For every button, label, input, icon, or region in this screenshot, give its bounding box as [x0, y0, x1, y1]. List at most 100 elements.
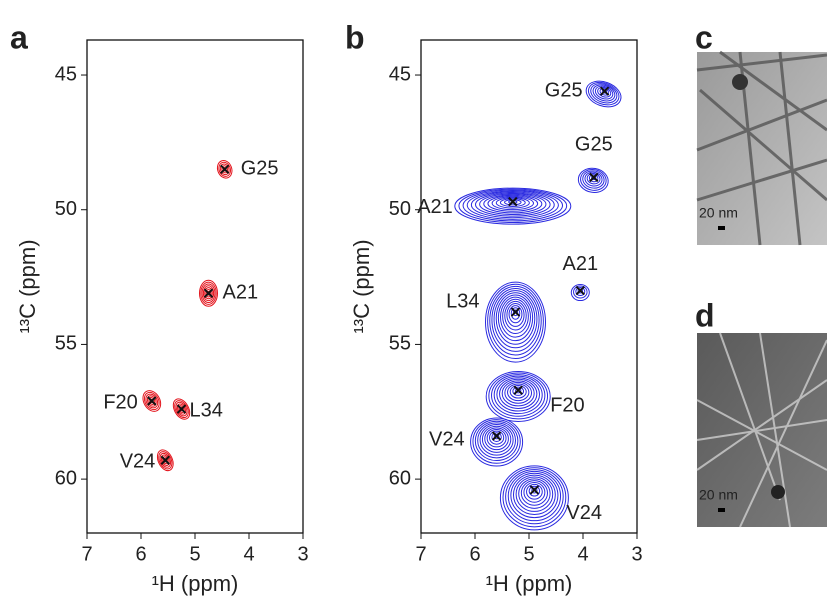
contour — [479, 193, 547, 215]
contour — [526, 483, 543, 500]
contour — [515, 476, 554, 512]
x-tick-label: 7 — [81, 543, 92, 565]
y-tick-label: 55 — [389, 333, 411, 355]
contour — [518, 478, 551, 509]
contour — [499, 465, 569, 531]
contour — [493, 375, 543, 415]
contour — [174, 400, 189, 419]
contour — [504, 381, 533, 404]
contour — [158, 451, 173, 470]
contour — [570, 284, 590, 302]
peak-marker — [513, 385, 523, 395]
y-axis-label: ¹³C (ppm) — [349, 239, 374, 333]
contour — [491, 374, 546, 417]
y-tick-label: 45 — [389, 63, 411, 85]
contour — [515, 388, 522, 394]
contour — [470, 191, 555, 219]
contour — [592, 84, 616, 102]
x-tick-label: 7 — [415, 543, 426, 565]
contour — [582, 170, 605, 189]
contour — [496, 377, 541, 412]
contour — [466, 190, 559, 220]
contour — [597, 86, 612, 98]
contour — [573, 285, 588, 299]
peak-marker — [510, 307, 521, 317]
contour — [485, 281, 546, 363]
panel-label: d — [695, 297, 715, 333]
contour — [491, 288, 540, 352]
contour — [156, 449, 174, 472]
contour — [528, 485, 541, 497]
contour — [531, 487, 538, 494]
x-tick-label: 5 — [189, 543, 200, 565]
contour — [487, 283, 544, 360]
x-tick-label: 3 — [631, 543, 642, 565]
peak-label: F20 — [103, 391, 137, 413]
peak-label: G25 — [545, 79, 583, 101]
contour — [470, 417, 524, 467]
peak-label: F20 — [550, 394, 584, 416]
peak-marker — [589, 172, 599, 183]
contour — [523, 482, 546, 503]
peak-label: A21 — [223, 282, 259, 304]
contour — [575, 287, 586, 297]
x-tick-label: 4 — [243, 543, 254, 565]
contour — [495, 292, 536, 345]
contour — [159, 452, 172, 468]
contour — [501, 380, 535, 407]
contour — [493, 290, 538, 349]
panel-label: b — [345, 19, 365, 55]
tem-image-d — [696, 332, 827, 528]
contour — [472, 419, 521, 464]
contour — [479, 424, 514, 456]
contour — [504, 300, 527, 331]
peak-marker — [203, 288, 214, 298]
y-tick-label: 60 — [55, 467, 77, 489]
peak-marker — [219, 164, 230, 175]
contour — [160, 454, 170, 466]
contour — [483, 194, 543, 214]
contour — [502, 298, 529, 335]
contour — [202, 285, 215, 302]
contour — [594, 85, 614, 100]
contour — [512, 309, 519, 317]
contour — [577, 288, 584, 294]
contour — [508, 305, 523, 324]
scale-bar — [718, 508, 725, 512]
contour — [489, 285, 542, 356]
contour — [504, 199, 522, 206]
contour — [493, 433, 500, 440]
peak-marker — [508, 196, 518, 207]
contour — [146, 395, 157, 407]
contour — [502, 467, 567, 528]
scale-bar — [718, 226, 725, 230]
contour — [142, 390, 162, 412]
contour — [487, 195, 539, 212]
contour — [477, 422, 517, 459]
peak-marker — [491, 431, 502, 441]
contour — [454, 187, 572, 225]
contour — [584, 171, 603, 187]
scale-bar-label: 20 nm — [699, 487, 738, 503]
peak-label: L34 — [190, 399, 223, 421]
peak-marker — [160, 455, 171, 465]
contour — [462, 189, 564, 222]
contour — [172, 398, 191, 420]
y-tick-label: 50 — [55, 198, 77, 220]
panel-label: c — [695, 19, 713, 55]
x-tick-label: 6 — [135, 543, 146, 565]
peak-marker — [176, 404, 187, 414]
peak-marker — [599, 86, 610, 96]
contour — [590, 83, 618, 104]
scale-bar-label: 20 nm — [699, 205, 738, 221]
peak-label: V24 — [429, 428, 465, 450]
x-axis-label: ¹H (ppm) — [486, 571, 573, 596]
peak-label: V24 — [566, 502, 602, 524]
contour — [218, 161, 232, 177]
contour — [499, 198, 526, 207]
contour — [201, 283, 216, 304]
peak-marker — [575, 285, 586, 296]
contour — [507, 470, 562, 522]
peak-label: A21 — [563, 253, 599, 275]
contour — [586, 172, 601, 185]
